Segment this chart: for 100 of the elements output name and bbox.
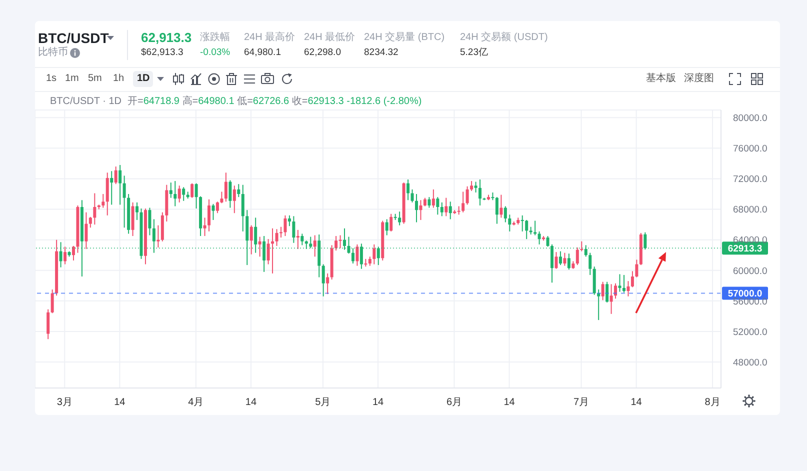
- candlestick: [46, 308, 50, 340]
- candlestick: [300, 233, 304, 246]
- text: -0.03%: [200, 47, 230, 59]
- candlestick: [266, 238, 270, 265]
- y-tick-label: 76000.0: [733, 144, 768, 155]
- candlestick: [525, 219, 528, 240]
- candlestick: [232, 185, 236, 214]
- candlestick: [614, 282, 618, 300]
- candlestick: [212, 203, 215, 220]
- x-tick-label: 8月: [704, 397, 720, 408]
- text: 64,980.1: [244, 47, 281, 59]
- chart-title: BTC/USDT · 1D: [50, 96, 122, 108]
- candlestick: [462, 191, 465, 213]
- x-tick-label: 14: [372, 397, 384, 408]
- y-tick-label: 60000.0: [733, 266, 768, 277]
- candlestick: [398, 211, 402, 226]
- candlestick: [224, 172, 228, 202]
- candlestick: [190, 182, 194, 198]
- candlestick: [419, 200, 422, 220]
- candlestick: [136, 202, 139, 220]
- candlestick: [237, 184, 240, 198]
- text: 8234.32: [364, 47, 398, 59]
- text: 比特币: [38, 47, 68, 59]
- candlestick: [567, 253, 570, 270]
- candlestick: [440, 202, 444, 217]
- candlestick: [88, 216, 92, 228]
- text: 62,298.0: [304, 47, 341, 59]
- text: 24H 交易量 (BTC): [364, 32, 445, 44]
- candlestick: [448, 201, 452, 220]
- candlestick: [292, 216, 296, 244]
- candlestick: [410, 188, 414, 203]
- candlestick: [284, 214, 287, 237]
- candlestick: [64, 246, 67, 265]
- candlestick: [474, 181, 478, 193]
- candlestick: [534, 220, 537, 236]
- candlestick: [385, 218, 388, 236]
- candlestick: [106, 172, 109, 216]
- y-tick-label: 80000.0: [733, 113, 768, 124]
- candlestick: [156, 224, 160, 248]
- candlestick: [131, 202, 134, 237]
- candlestick: [588, 252, 592, 276]
- candlestick: [626, 280, 630, 297]
- candlestick: [241, 184, 244, 232]
- candlestick: [102, 194, 105, 208]
- candlestick: [275, 228, 278, 246]
- candlestick: [288, 214, 291, 227]
- candlestick: [313, 234, 316, 258]
- candlestick: [428, 196, 431, 208]
- candlestick: [279, 226, 282, 238]
- candlestick: [508, 214, 512, 232]
- candlestick: [504, 206, 507, 223]
- candlestick: [622, 274, 626, 294]
- candlestick: [93, 192, 96, 226]
- candlestick: [610, 284, 613, 314]
- x-tick-label: 14: [245, 397, 257, 408]
- candlestick: [203, 217, 206, 237]
- candlestick: [500, 194, 503, 218]
- candlestick: [520, 214, 524, 232]
- candlestick: [326, 272, 330, 295]
- x-tick-label: 7月: [573, 397, 590, 408]
- candlestick: [436, 196, 440, 216]
- candlestick: [495, 196, 498, 224]
- text: 5m: [88, 73, 102, 85]
- candlestick: [558, 250, 562, 266]
- candlestick: [635, 259, 638, 278]
- x-tick-label: 14: [630, 397, 642, 408]
- candlestick: [406, 179, 410, 201]
- candlestick: [356, 244, 359, 266]
- candlestick: [296, 229, 300, 250]
- candlestick: [50, 288, 54, 314]
- candlestick: [208, 198, 210, 232]
- text: 1s: [46, 73, 57, 85]
- candlestick: [84, 212, 88, 250]
- text: 24H 最低价: [304, 32, 356, 44]
- candlestick: [122, 175, 126, 228]
- candlestick: [174, 180, 177, 207]
- candlestick: [372, 244, 376, 265]
- candlestick: [334, 236, 338, 252]
- candlestick: [169, 182, 172, 198]
- candlestick: [118, 164, 122, 206]
- candlestick: [114, 166, 118, 185]
- candlestick: [216, 201, 219, 214]
- candlestick: [606, 281, 609, 303]
- candlestick: [414, 194, 418, 223]
- x-tick-label: 3月: [56, 397, 72, 408]
- y-tick-label: 48000.0: [733, 357, 768, 368]
- y-tick-label: 72000.0: [733, 174, 768, 186]
- candlestick: [110, 170, 114, 206]
- x-tick-label: 4月: [188, 397, 204, 408]
- x-tick-label: 6月: [446, 397, 462, 408]
- text: 开=64718.9 高=64980.1 低=62726.6 收=62913.3 -1812.6 (-2.80%): [128, 96, 422, 107]
- candlestick: [576, 246, 579, 266]
- candlestick: [601, 281, 604, 301]
- candlestick: [338, 234, 342, 249]
- candlestick: [580, 240, 584, 252]
- candlestick: [148, 207, 152, 236]
- text: 24H 交易额 (USDT): [460, 32, 548, 44]
- candlestick: [554, 252, 558, 270]
- text: 1m: [65, 73, 79, 85]
- text: 1D: [137, 73, 150, 85]
